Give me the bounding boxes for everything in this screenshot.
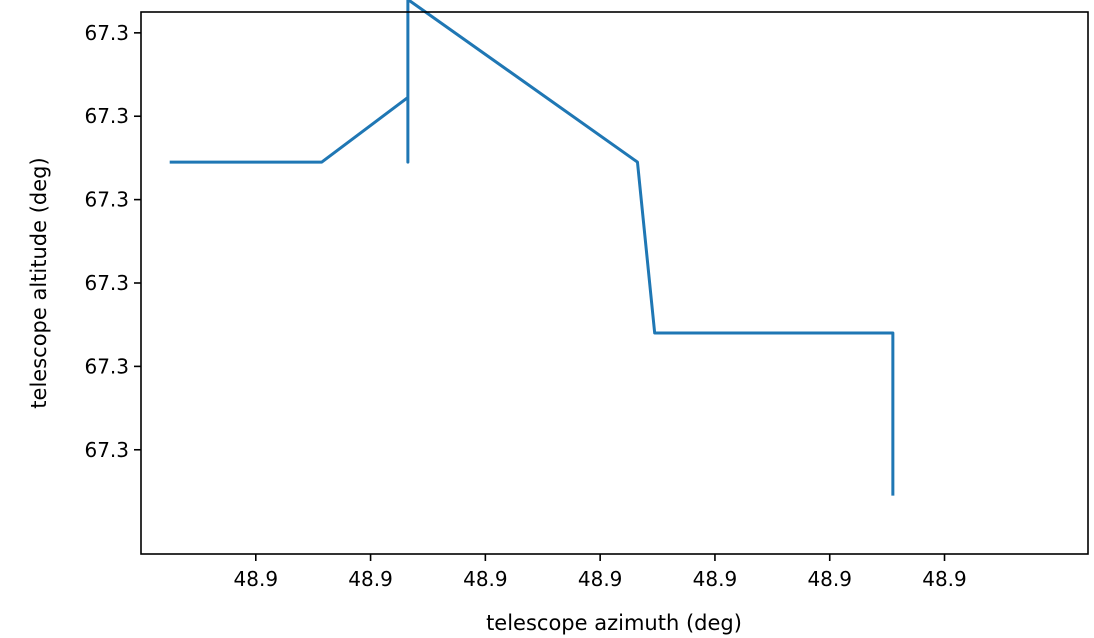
y-tick-label-3: 67.3: [84, 271, 129, 295]
y-tick-label-1: 67.3: [84, 104, 129, 128]
x-tick-label-4: 48.9: [693, 567, 738, 591]
x-tick-label-3: 48.9: [578, 567, 623, 591]
x-tick-label-2: 48.9: [463, 567, 508, 591]
y-tick-label-4: 67.3: [84, 354, 129, 378]
y-tick-label-0: 67.3: [84, 21, 129, 45]
y-tick-label-5: 67.3: [84, 438, 129, 462]
y-tick-label-2: 67.3: [84, 188, 129, 212]
x-tick-label-5: 48.9: [807, 567, 852, 591]
x-tick-label-0: 48.9: [234, 567, 279, 591]
series-line-0: [169, 0, 895, 496]
plot-layer: [169, 0, 895, 496]
y-axis: 67.3 67.3 67.3 67.3 67.3 67.3: [84, 21, 141, 462]
x-axis-label: telescope azimuth (deg): [486, 611, 742, 635]
x-tick-label-6: 48.9: [922, 567, 967, 591]
x-tick-label-1: 48.9: [348, 567, 393, 591]
x-axis: 48.9 48.9 48.9 48.9 48.9 48.9 48.9: [234, 554, 967, 591]
y-axis-label: telescope altitude (deg): [27, 157, 51, 408]
